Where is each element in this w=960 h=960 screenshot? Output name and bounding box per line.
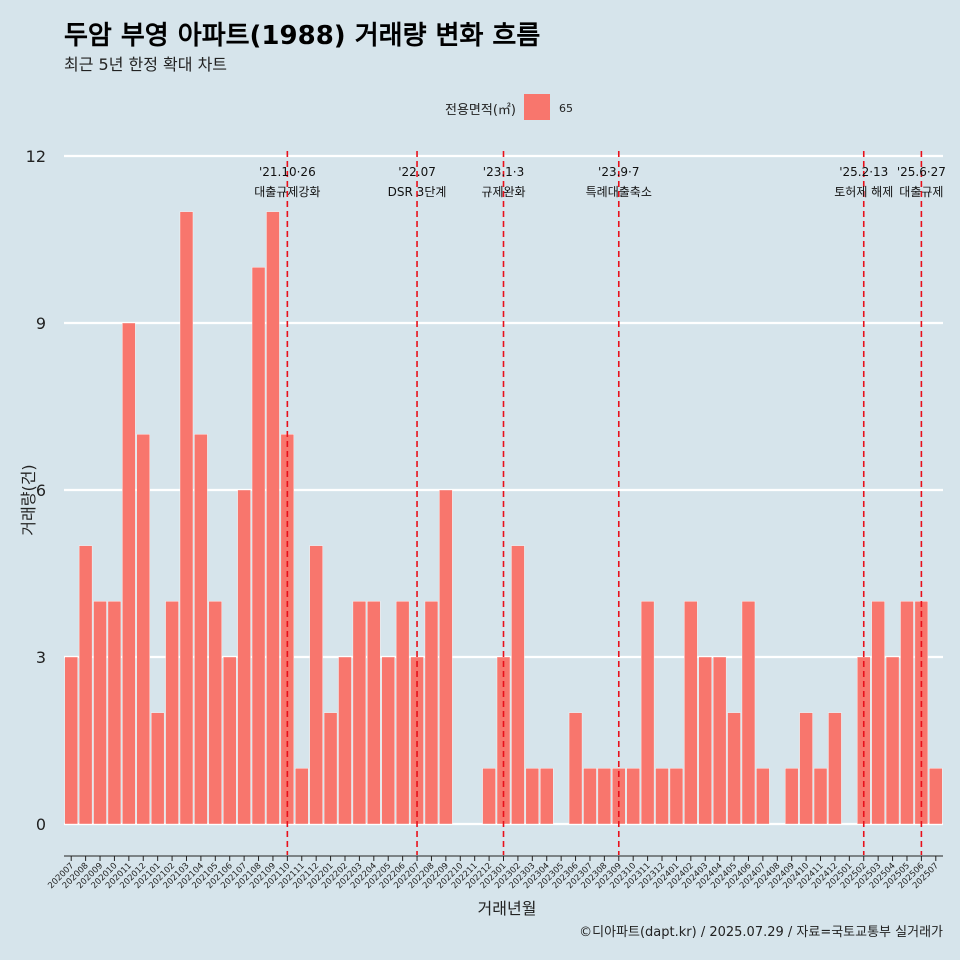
legend-title: 전용면적(㎡) (445, 103, 516, 118)
bar (223, 656, 237, 825)
bar (64, 656, 78, 825)
bar (583, 768, 597, 825)
bar (237, 489, 251, 825)
chart-title: 두암 부영 아파트(1988) 거래량 변화 흐름 (64, 21, 540, 51)
legend: 전용면적(㎡) 65 (445, 94, 573, 120)
bar (871, 601, 885, 825)
bar (150, 712, 165, 825)
bar (165, 601, 179, 825)
y-tick-label: 3 (36, 648, 46, 667)
bar (900, 601, 914, 825)
bar (684, 601, 698, 825)
event-date-label: '23.1·3 (483, 165, 524, 179)
event-date-label: '25.2·13 (839, 165, 888, 179)
bar (367, 601, 381, 825)
event-date-label: '22.07 (398, 165, 436, 179)
bar (78, 545, 93, 825)
bar (640, 601, 655, 825)
bar (698, 656, 712, 825)
bar (885, 656, 900, 825)
bar (179, 211, 194, 825)
bar (813, 768, 828, 825)
bar (323, 712, 338, 825)
bar (295, 768, 309, 825)
bar (266, 211, 280, 825)
bar (208, 601, 222, 825)
bar (828, 712, 842, 825)
bar (251, 267, 266, 825)
y-tick-label: 9 (36, 314, 46, 333)
y-tick-label: 6 (36, 481, 46, 500)
legend-label: 65 (559, 102, 573, 115)
bar (439, 489, 453, 825)
bar (727, 712, 741, 825)
event-label: 대출규제 (899, 185, 943, 199)
event-date-label: '23.9·7 (598, 165, 639, 179)
bar (93, 601, 107, 825)
bar (655, 768, 669, 825)
bar (107, 601, 122, 825)
event-date-label: '21.10·26 (259, 165, 316, 179)
bar (799, 712, 813, 825)
bar (352, 601, 367, 825)
y-tick-label: 0 (36, 815, 46, 834)
bar (929, 768, 943, 825)
bar (785, 768, 799, 825)
bar (669, 768, 684, 825)
y-axis-title: 거래량(건) (19, 464, 38, 535)
event-label: 대출규제강화 (254, 185, 320, 199)
bar (395, 601, 410, 825)
bar (626, 768, 640, 825)
bar (338, 656, 352, 825)
event-label: DSR 3단계 (388, 185, 447, 199)
bar (309, 545, 323, 825)
bar (756, 768, 770, 825)
bar (741, 601, 756, 825)
bar (511, 545, 525, 825)
bar (136, 434, 150, 825)
x-axis-title: 거래년월 (478, 899, 537, 918)
bar (525, 768, 540, 825)
bar (568, 712, 583, 825)
event-date-label: '25.6·27 (897, 165, 946, 179)
bar (597, 768, 612, 825)
bar (424, 601, 439, 825)
y-tick-label: 12 (26, 147, 46, 166)
bar (540, 768, 554, 825)
event-label: 특례대출축소 (586, 185, 652, 199)
chart-caption: ©디아파트(dapt.kr) / 2025.07.29 / 자료=국토교통부 실… (579, 925, 943, 940)
legend-swatch (524, 94, 550, 120)
bar (482, 768, 496, 825)
bar (712, 656, 727, 825)
chart-subtitle: 최근 5년 한정 확대 차트 (64, 55, 227, 74)
event-label: 토허제 해제 (834, 185, 893, 199)
bar (381, 656, 395, 825)
bar (122, 322, 136, 825)
bar (194, 434, 208, 825)
event-label: 규제완화 (481, 185, 525, 199)
